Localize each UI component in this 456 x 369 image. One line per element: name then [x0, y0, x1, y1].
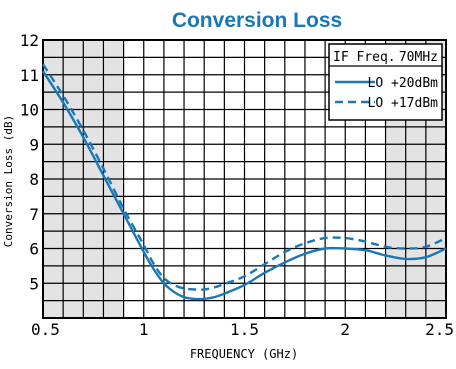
x-tick-label: 1.5: [230, 320, 259, 339]
y-tick-label: 11: [20, 66, 39, 85]
legend-header: IF Freq.: [333, 50, 396, 65]
series-line-lo-20dbm: [41, 70, 447, 301]
y-tick-label: 8: [29, 170, 39, 189]
y-tick-label: 12: [20, 31, 39, 50]
x-tick-label: 1: [139, 320, 149, 339]
x-axis-label: FREQUENCY (GHz): [190, 347, 298, 361]
series-line-lo-17dbm: [41, 63, 447, 291]
plot-frame: [42, 39, 447, 319]
x-tick-label: 0.5: [31, 320, 60, 339]
y-tick-label: 6: [29, 240, 39, 259]
x-tick-label: 2.5: [425, 320, 454, 339]
y-tick-label: 10: [20, 101, 39, 120]
x-tick-label: 2: [340, 320, 350, 339]
legend-header-value: 70MHz: [399, 50, 438, 65]
y-axis-label: Conversion Loss (dB): [2, 115, 15, 247]
y-tick-label: 5: [29, 274, 39, 293]
legend-label: LO +17dBm: [368, 96, 439, 111]
y-tick-label: 9: [29, 135, 39, 154]
legend-label: LO +20dBm: [368, 76, 439, 91]
y-tick-label: 7: [29, 205, 39, 224]
chart-title: Conversion Loss: [172, 9, 342, 32]
